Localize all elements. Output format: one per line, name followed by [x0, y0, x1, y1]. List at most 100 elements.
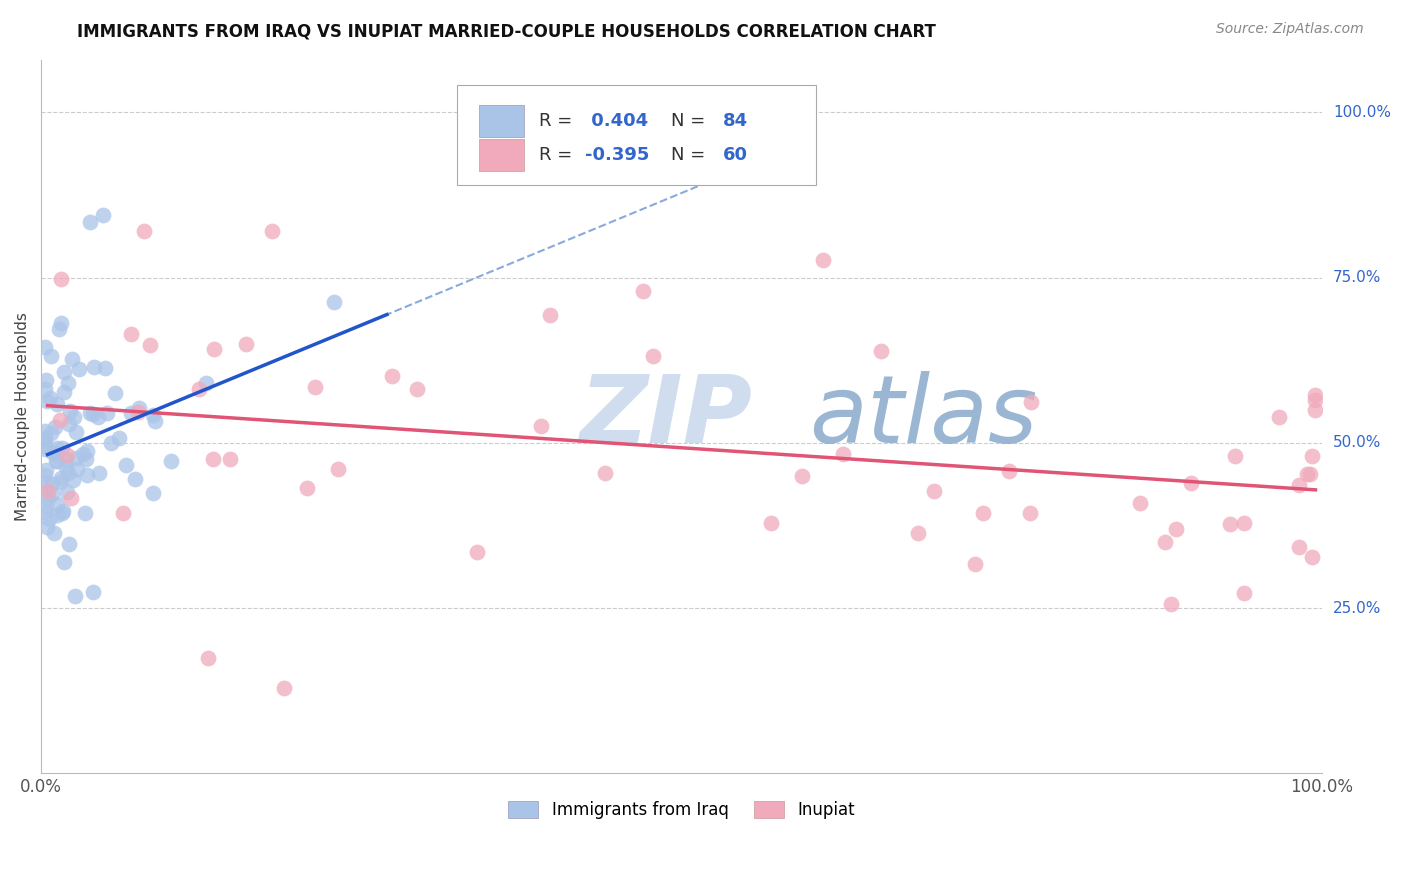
Point [51, 272, 73, 286]
Point [38, 512, 60, 526]
Point [538, 308, 561, 322]
Point [51, 506, 73, 520]
Point [406, 382, 429, 396]
Text: 25.0%: 25.0% [1333, 600, 1381, 615]
Text: 75.0%: 75.0% [1333, 270, 1381, 285]
Point [111, 506, 134, 520]
Point [53, 365, 76, 379]
Point [202, 451, 225, 466]
Point [59, 404, 82, 418]
Point [1225, 449, 1247, 463]
Point [35, 463, 58, 477]
Point [972, 506, 994, 520]
Point [1153, 535, 1175, 549]
Point [41, 487, 63, 501]
Point [202, 343, 225, 357]
Point [35, 373, 58, 387]
Text: R =: R = [540, 112, 578, 129]
Point [34, 439, 56, 453]
Point [139, 337, 162, 351]
Point [631, 284, 654, 298]
Point [295, 481, 318, 495]
Point [1305, 392, 1327, 407]
Point [56, 376, 79, 390]
Point [49, 413, 72, 427]
Text: 60: 60 [723, 146, 748, 164]
Point [1288, 477, 1310, 491]
Bar [479, 139, 524, 171]
Point [104, 386, 127, 401]
Point [304, 380, 326, 394]
Point [34, 424, 56, 438]
Point [1218, 516, 1240, 531]
Point [530, 419, 553, 434]
Point [72, 447, 94, 461]
Point [1018, 507, 1040, 521]
Point [37, 520, 59, 534]
Point [34, 339, 56, 353]
Point [1160, 597, 1182, 611]
Point [1305, 388, 1327, 402]
Point [79, 214, 101, 228]
Text: IMMIGRANTS FROM IRAQ VS INUPIAT MARRIED-COUPLE HOUSEHOLDS CORRELATION CHART: IMMIGRANTS FROM IRAQ VS INUPIAT MARRIED-… [77, 22, 936, 40]
Point [465, 544, 488, 558]
Point [62, 473, 84, 487]
Point [60, 491, 83, 506]
Point [44, 420, 66, 434]
Point [160, 454, 183, 468]
Point [831, 447, 853, 461]
Point [91, 208, 114, 222]
Point [58, 417, 80, 431]
Text: -0.395: -0.395 [585, 146, 650, 164]
Point [127, 405, 149, 419]
Point [37, 484, 59, 499]
Point [51, 316, 73, 330]
Text: R =: R = [540, 146, 578, 164]
Point [83, 359, 105, 374]
Point [73, 506, 96, 520]
Point [35, 476, 58, 491]
Point [34, 432, 56, 446]
Point [96, 405, 118, 419]
Point [120, 326, 142, 341]
Point [56, 448, 79, 462]
Point [76, 444, 98, 458]
Point [322, 295, 344, 310]
Text: atlas: atlas [810, 371, 1038, 462]
Point [197, 650, 219, 665]
Point [35, 499, 58, 513]
Point [1233, 516, 1256, 531]
Point [34, 468, 56, 483]
Point [66, 462, 89, 476]
Point [593, 466, 616, 480]
Point [34, 431, 56, 445]
Point [100, 436, 122, 450]
Point [143, 414, 166, 428]
Text: 50.0%: 50.0% [1333, 435, 1381, 450]
Point [41, 445, 63, 459]
Point [1288, 540, 1310, 554]
Point [218, 452, 240, 467]
Point [46, 454, 69, 468]
Legend: Immigrants from Iraq, Inupiat: Immigrants from Iraq, Inupiat [502, 794, 862, 826]
Point [34, 382, 56, 396]
Point [58, 537, 80, 551]
Text: 100.0%: 100.0% [1333, 105, 1391, 120]
Point [65, 450, 87, 465]
Point [1233, 585, 1256, 599]
Point [52, 504, 75, 518]
Point [53, 555, 76, 569]
Point [922, 483, 945, 498]
Point [37, 393, 59, 408]
Point [1305, 403, 1327, 417]
Point [46, 441, 69, 455]
Point [907, 525, 929, 540]
Point [1129, 496, 1152, 510]
Text: 84: 84 [723, 112, 748, 129]
Point [44, 447, 66, 461]
Point [63, 589, 86, 603]
Point [34, 505, 56, 519]
Point [1298, 467, 1320, 482]
Point [76, 467, 98, 482]
Point [63, 410, 86, 425]
